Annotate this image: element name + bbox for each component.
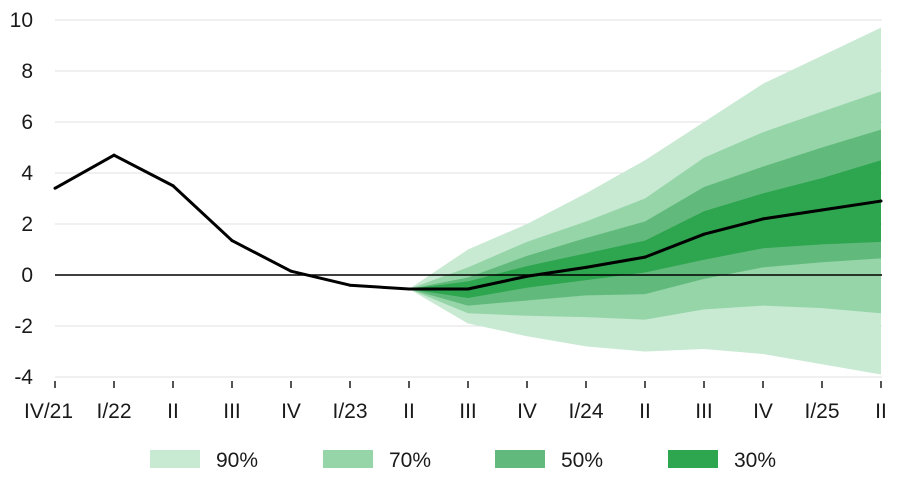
y-axis-tick-labels: 10 8 6 4 2 0 -2 -4 [10, 9, 34, 389]
legend-label: 30% [734, 449, 776, 472]
fan-bands [409, 27, 881, 375]
legend-item-50pct: 50% [495, 449, 603, 472]
legend-item-30pct: 30% [668, 449, 776, 472]
x-tick-label: IV [753, 400, 773, 423]
y-tick-label: 0 [21, 264, 33, 287]
central-line-point [820, 208, 824, 212]
central-line-point [348, 283, 352, 287]
y-tick-label: 4 [21, 162, 33, 185]
central-line-point [466, 287, 470, 291]
x-tick-label: I/22 [96, 400, 131, 423]
x-tick-label: III [695, 400, 713, 423]
central-line-point [230, 239, 234, 243]
x-tick-label: II [639, 400, 651, 423]
y-tick-label: 6 [21, 111, 33, 134]
y-tick-label: 8 [21, 60, 33, 83]
fan-band-50pct [409, 129, 881, 306]
x-tick-label: III [459, 400, 477, 423]
legend: 90% 70% 50% 30% [150, 449, 776, 472]
x-tick-label: IV [517, 400, 537, 423]
legend-label: 90% [216, 449, 258, 472]
legend-item-70pct: 70% [323, 449, 431, 472]
central-projection-line [53, 153, 883, 291]
x-tick-label: I/25 [804, 400, 839, 423]
legend-swatch [150, 450, 200, 468]
y-tick-label: 10 [10, 9, 33, 32]
central-line-point [761, 217, 765, 221]
grid-lines [55, 19, 882, 378]
x-tick-label: II [403, 400, 415, 423]
legend-swatch [495, 450, 545, 468]
x-tick-label: II [167, 400, 179, 423]
central-line-point [879, 199, 883, 203]
legend-label: 70% [389, 449, 431, 472]
x-tick-label: II [875, 400, 887, 423]
x-tick-label: IV/21 [24, 400, 73, 423]
x-tick-label: I/23 [332, 400, 367, 423]
x-tick-label: III [223, 400, 241, 423]
central-line-point [407, 287, 411, 291]
y-tick-label: -4 [14, 366, 33, 389]
y-tick-label: -2 [14, 315, 33, 338]
central-line-point [53, 186, 57, 190]
legend-swatch [668, 450, 718, 468]
central-line-point [112, 153, 116, 157]
legend-label: 50% [561, 449, 603, 472]
legend-item-90pct: 90% [150, 449, 258, 472]
central-line-point [643, 255, 647, 259]
legend-swatch [323, 450, 373, 468]
y-tick-label: 2 [21, 213, 33, 236]
central-line-point [702, 232, 706, 236]
fan-band-30pct [409, 160, 881, 298]
central-line-point [584, 265, 588, 269]
x-tick-label: IV [281, 400, 301, 423]
central-line-point [171, 184, 175, 188]
x-tick-label: I/24 [568, 400, 603, 423]
central-line-point [289, 269, 293, 273]
central-line-point [525, 274, 529, 278]
x-axis-tick-labels: IV/21 I/22 II III IV I/23 II III IV I/24 II III IV I/… [24, 381, 887, 423]
